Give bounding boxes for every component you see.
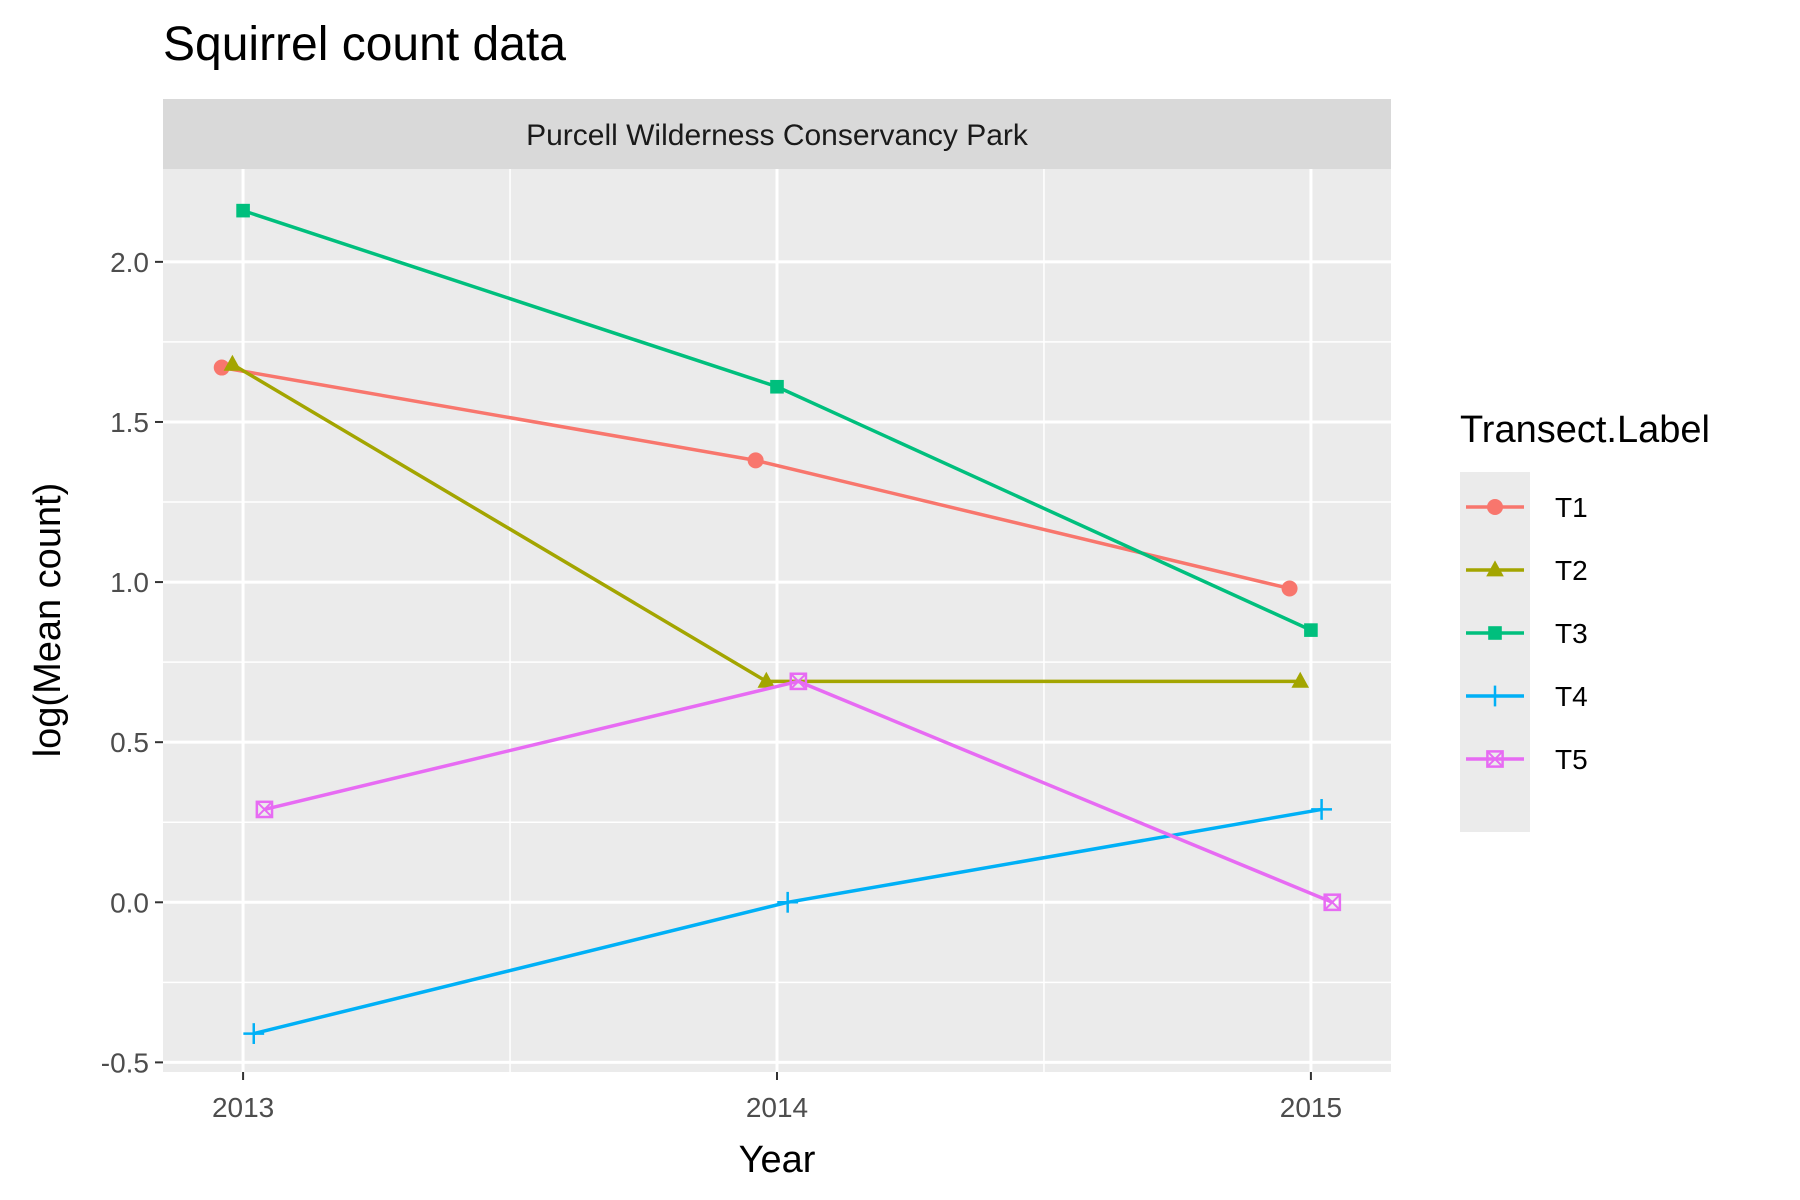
y-tick-label: 0.0 xyxy=(110,887,149,918)
x-tick-label: 2013 xyxy=(212,1092,274,1123)
data-point-t5 xyxy=(1323,893,1342,912)
facet-label: Purcell Wilderness Conservancy Park xyxy=(526,119,1029,152)
x-tick-label: 2015 xyxy=(1280,1092,1342,1123)
axes: -0.5 0.0 0.5 1.0 1.5 2.0 2013 2014 2015 xyxy=(101,247,1342,1123)
y-tick-label: 0.5 xyxy=(110,727,149,758)
data-point-t2 xyxy=(1291,671,1310,688)
legend-item-t4: T4 xyxy=(1466,681,1588,712)
legend-key-background xyxy=(1460,472,1530,832)
data-point-t1 xyxy=(747,452,764,469)
legend-item-t5: T5 xyxy=(1466,744,1588,775)
y-tick-label: 2.0 xyxy=(110,247,149,278)
data-point-t3 xyxy=(770,379,784,394)
y-tick-label: 1.5 xyxy=(110,407,149,438)
x-axis-title: Year xyxy=(739,1139,816,1181)
data-point-t1 xyxy=(1281,580,1298,597)
legend-key-marker xyxy=(1484,685,1506,707)
y-tick-label: -0.5 xyxy=(101,1047,149,1078)
legend-key-marker xyxy=(1486,750,1504,768)
chart-title: Squirrel count data xyxy=(163,18,566,71)
data-point-t2 xyxy=(223,354,242,371)
x-tick-label: 2014 xyxy=(746,1092,808,1123)
series-t3 xyxy=(236,203,1318,637)
legend-key-marker xyxy=(1488,626,1502,640)
legend-item-t1: T1 xyxy=(1466,492,1588,523)
legend-label: T3 xyxy=(1555,618,1588,649)
legend-key-marker xyxy=(1487,499,1503,515)
grid-lines xyxy=(163,169,1391,1072)
legend-key-marker xyxy=(1486,560,1504,577)
data-point-t4 xyxy=(243,1023,265,1044)
legend-label: T4 xyxy=(1555,681,1588,712)
data-point-t4 xyxy=(1311,799,1332,820)
legend-item-t2: T2 xyxy=(1466,555,1588,586)
series-t5 xyxy=(255,672,1342,912)
y-tick-label: 1.0 xyxy=(110,567,149,598)
legend: T1 T2 T3 T4 T5 xyxy=(1466,492,1588,775)
data-point-t3 xyxy=(1304,623,1318,637)
series-t1 xyxy=(213,359,1298,597)
data-point-t1 xyxy=(213,359,230,376)
data-point-t5 xyxy=(789,672,808,691)
facet-strip xyxy=(163,99,1391,169)
data-point-t5 xyxy=(255,800,274,819)
legend-label: T5 xyxy=(1555,744,1588,775)
series-t2 xyxy=(223,354,1310,688)
legend-item-t3: T3 xyxy=(1466,618,1588,649)
data-point-t4 xyxy=(777,891,799,913)
legend-label: T2 xyxy=(1555,555,1588,586)
series-t4 xyxy=(243,799,1332,1044)
legend-title: Transect.Label xyxy=(1460,409,1710,451)
legend-label: T1 xyxy=(1555,492,1588,523)
data-point-t3 xyxy=(236,203,250,218)
y-axis-title: log(Mean count) xyxy=(27,483,69,758)
series-layer xyxy=(213,203,1342,1044)
data-point-t2 xyxy=(757,671,776,688)
